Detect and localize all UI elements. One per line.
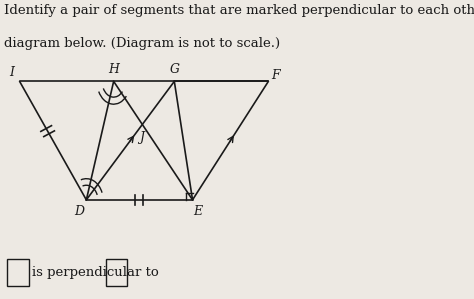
Text: D: D bbox=[75, 205, 85, 218]
Text: J: J bbox=[139, 131, 144, 144]
Text: Identify a pair of segments that are marked perpendicular to each other on the: Identify a pair of segments that are mar… bbox=[4, 4, 474, 17]
Text: E: E bbox=[193, 205, 202, 218]
Text: F: F bbox=[271, 69, 279, 82]
Text: I: I bbox=[9, 66, 15, 79]
Text: G: G bbox=[169, 63, 179, 76]
FancyBboxPatch shape bbox=[8, 259, 29, 286]
Text: diagram below. (Diagram is not to scale.): diagram below. (Diagram is not to scale.… bbox=[4, 37, 281, 50]
Text: is perpendicular to: is perpendicular to bbox=[32, 266, 158, 279]
FancyBboxPatch shape bbox=[106, 259, 128, 286]
Text: H: H bbox=[108, 63, 119, 76]
